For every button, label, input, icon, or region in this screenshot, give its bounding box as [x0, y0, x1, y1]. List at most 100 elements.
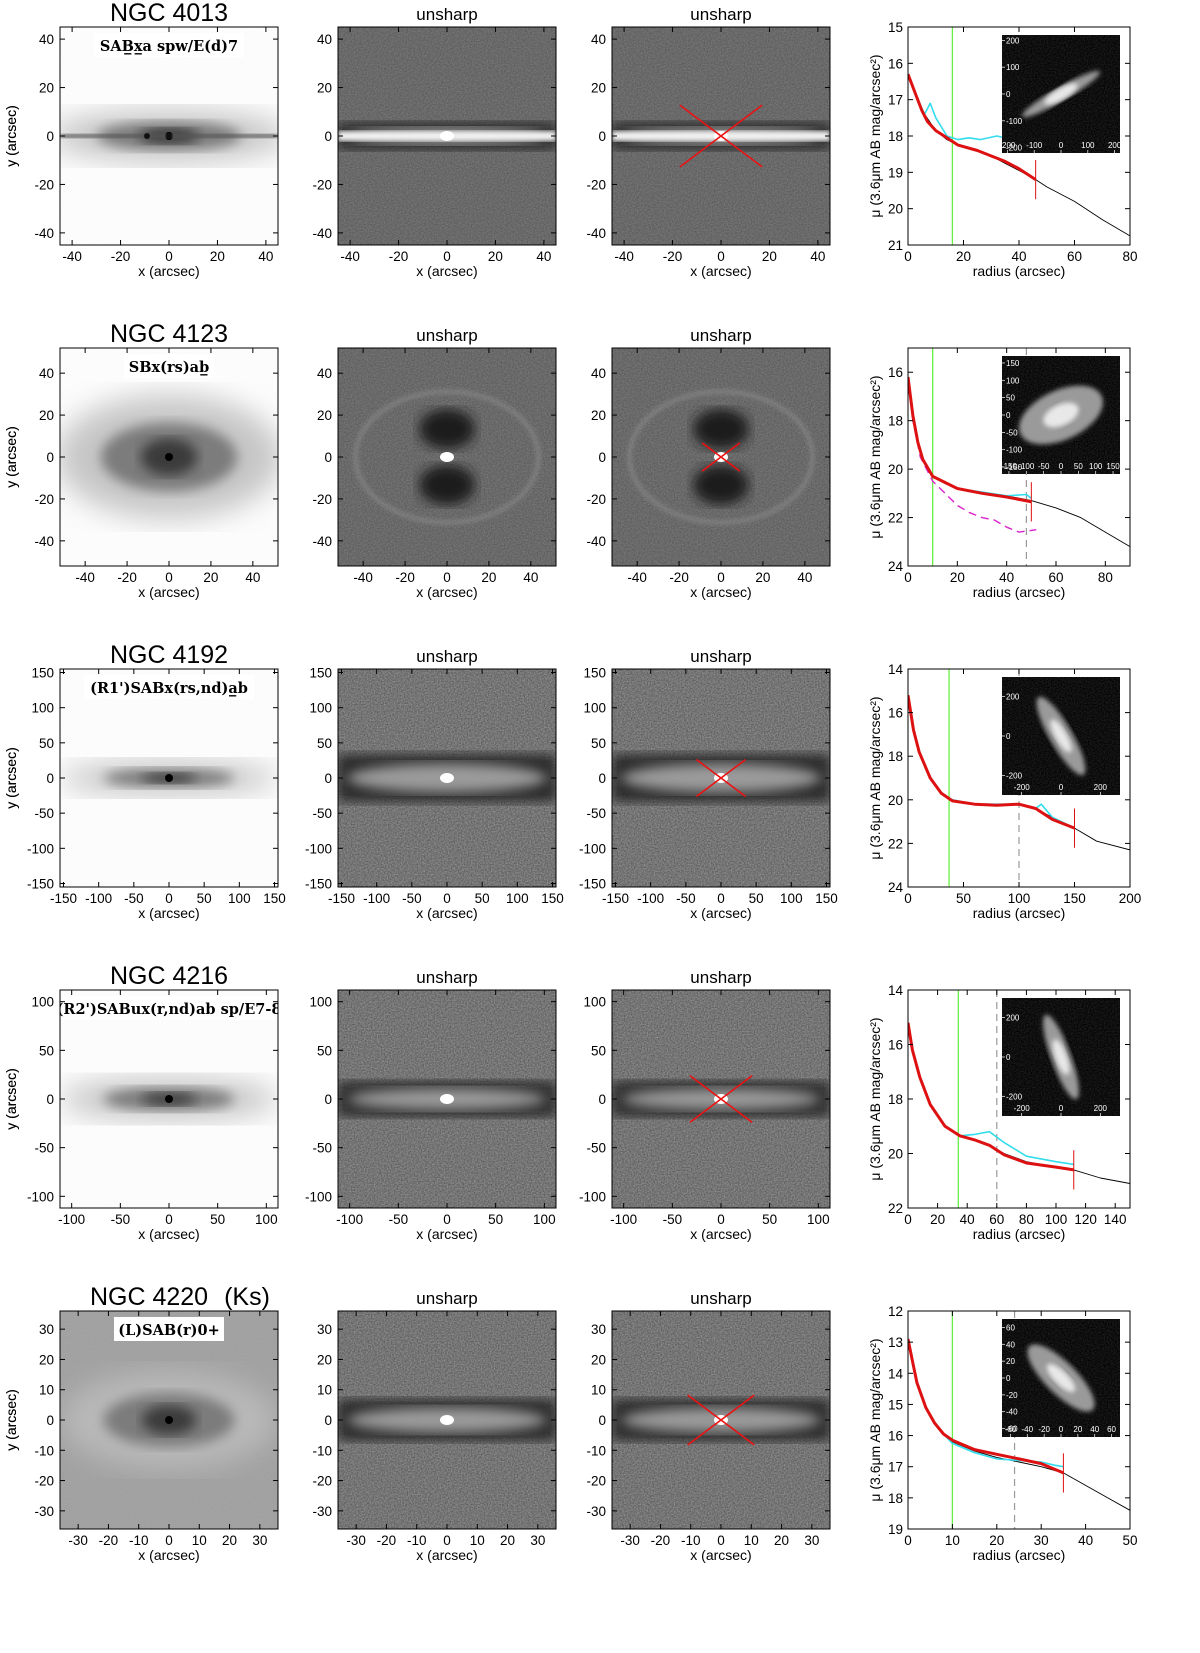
inset-ytick-label: -60	[1006, 1425, 1018, 1434]
ngc-4192-image-xlabel: x (arcsec)	[138, 905, 199, 921]
bright-center	[440, 131, 454, 141]
morphology-label: SBx(rs)ab̲	[129, 359, 209, 376]
row-ngc-4192: (R1')SABx(rs,nd)a̲b-150 -100 -50 0 50 100 150-…	[3, 641, 1141, 921]
ngc-4123-image-ytick-label: 0	[46, 450, 54, 465]
inset-ytick-label: -20	[1006, 1391, 1018, 1400]
profile-xtick-label: 50	[956, 891, 971, 906]
ngc-4192-image-xtick-label: 100	[228, 891, 251, 906]
profile-ytick-label: 16	[888, 56, 903, 71]
ngc-4013-unsharp-panel-2	[612, 27, 830, 245]
profile-red	[908, 376, 1032, 504]
ngc-4216-unsharp-1-ytick-label: -100	[305, 1189, 332, 1204]
inset-content	[1002, 356, 1120, 474]
profile-ytick-label: 18	[888, 1092, 903, 1107]
profile-ytick-label: 19	[888, 165, 903, 180]
ngc-4123-unsharp-title-1: unsharp	[416, 326, 477, 345]
ngc-4220-unsharp-2-ytick-label: 30	[591, 1322, 606, 1337]
ngc-4123-unsharp-2-xtick-label: 20	[755, 570, 770, 585]
profile-xtick-label: 120	[1074, 1212, 1097, 1227]
galaxy-nucleus	[165, 453, 173, 461]
ngc-4216-unsharp-2-xtick-label: 50	[762, 1212, 777, 1227]
profile-inset-image: -200 0 200 -200 0 200	[1002, 677, 1120, 795]
ngc-4192-image-xtick-label: -100	[85, 891, 112, 906]
profile-xtick-label: 20	[930, 1212, 945, 1227]
galaxy-name: NGC 4013	[110, 0, 228, 27]
ngc-4192-unsharp-2-xlabel: x (arcsec)	[690, 905, 751, 921]
inset-xtick-label: 150	[1106, 462, 1120, 471]
inset-xtick-label: 200	[1094, 1104, 1108, 1113]
ngc-4123-unsharp-1-xtick-label: -40	[353, 570, 373, 585]
inset-ytick-label: -150	[1006, 463, 1023, 472]
ngc-4013-unsharp-1-xlabel: x (arcsec)	[416, 263, 477, 279]
ngc-4220-unsharp-2-xtick-label: -20	[651, 1533, 671, 1548]
profile-xlabel: radius (arcsec)	[973, 1226, 1066, 1242]
ngc-4216-unsharp-panel-1	[338, 990, 556, 1208]
profile-ylabel: μ (3.6μm AB mag/arcsec²)	[867, 1017, 883, 1180]
ngc-4192-image-ytick-label: 50	[39, 736, 54, 751]
ngc-4192-unsharp-1-xtick-label: 150	[541, 891, 564, 906]
ngc-4220-unsharp-2-xtick-label: 0	[717, 1533, 725, 1548]
ngc-4220-title: NGC 4220 (Ks)	[90, 1283, 270, 1311]
ngc-4216-image-ytick-label: 100	[31, 995, 54, 1010]
morphology-label-bg	[84, 675, 254, 699]
profile-xlabel: radius (arcsec)	[973, 263, 1066, 279]
galaxy-nucleus	[165, 774, 173, 782]
ngc-4192-galaxy-image: (R1')SABx(rs,nd)a̲b	[60, 669, 278, 887]
inset-xtick-label: 0	[1059, 1104, 1064, 1113]
ngc-4192-image-xtick-label: 150	[263, 891, 286, 906]
ngc-4123-unsharp-1-xtick-label: 20	[481, 570, 496, 585]
profile-ytick-label: 16	[888, 1429, 903, 1444]
ngc-4192-title: NGC 4192	[110, 641, 228, 669]
ngc-4192-unsharp-2-xtick-label: 150	[815, 891, 838, 906]
inset-xtick-label: 0	[1059, 462, 1064, 471]
profile-xtick-label: 80	[1122, 249, 1137, 264]
ngc-4192-unsharp-2-ytick-label: -100	[579, 841, 606, 856]
ngc-4220-unsharp-2-xtick-label: 30	[804, 1533, 819, 1548]
ngc-4216-unsharp-1-ytick-label: 0	[324, 1092, 332, 1107]
inset-xtick-label: 50	[1074, 462, 1083, 471]
profile-ytick-label: 14	[888, 662, 904, 677]
ngc-4013-profile-chart: 0 20 40 60 80 15 16 17 18 19 20 21 radius (arcsec) μ …	[867, 20, 1138, 279]
dark-lobe	[693, 465, 749, 505]
ngc-4220-unsharp-1-xtick-label: -30	[346, 1533, 366, 1548]
bright-center	[440, 1094, 454, 1104]
ngc-4216-unsharp-1-ytick-label: 100	[309, 995, 332, 1010]
ngc-4013-galaxy-image: SAB̲x̲a spw/E(d)7	[60, 27, 278, 245]
ngc-4123-x-marker-line-b	[701, 442, 741, 472]
profile-xtick-label: 40	[1078, 1533, 1093, 1548]
inset-content	[1002, 677, 1120, 795]
profile-magenta-dashed	[908, 377, 1037, 533]
ngc-4220-unsharp-1-xtick-label: 0	[443, 1533, 451, 1548]
ngc-4013-image-ytick-label: -20	[34, 177, 54, 192]
ngc-4216-image-ylabel: y (arcsec)	[3, 1068, 19, 1129]
ngc-4216-image-xtick-label: 0	[165, 1212, 173, 1227]
profile-red	[908, 73, 1037, 181]
inset-core	[1050, 719, 1072, 753]
ngc-4220-unsharp-1-ytick-label: 20	[317, 1352, 332, 1367]
ngc-4192-image-ytick-label: 0	[46, 771, 54, 786]
ngc-4013-unsharp-2-xtick-label: 0	[717, 249, 725, 264]
profile-xtick-label: 10	[945, 1533, 960, 1548]
inset-ytick-label: 50	[1006, 394, 1015, 403]
profile-xlabel: radius (arcsec)	[973, 905, 1066, 921]
profile-xtick-label: 0	[904, 1212, 912, 1227]
ngc-4123-unsharp-1-xtick-label: 0	[443, 570, 451, 585]
ngc-4216-unsharp-title-1: unsharp	[416, 968, 477, 987]
inset-xtick-label: -150	[1001, 462, 1018, 471]
ngc-4123-image-ytick-label: 40	[39, 366, 54, 381]
profile-ytick-label: 18	[888, 749, 903, 764]
inset-ytick-label: 150	[1006, 359, 1020, 368]
ngc-4220-unsharp-2-xtick-label: 20	[774, 1533, 789, 1548]
ngc-4123-unsharp-1-ytick-label: -20	[312, 492, 332, 507]
ngc-4013-unsharp-2-xtick-label: -40	[614, 249, 634, 264]
ngc-4216-unsharp-2-xtick-label: 100	[807, 1212, 830, 1227]
ngc-4192-image-ytick-label: -100	[27, 841, 54, 856]
bright-center	[440, 773, 454, 783]
ngc-4192-image-ytick-label: -50	[34, 806, 54, 821]
ngc-4220-image-ytick-label: 0	[46, 1413, 54, 1428]
galaxy-name: NGC 4220	[90, 1283, 208, 1311]
inset-xtick-label: -40	[1022, 1425, 1034, 1434]
inset-ytick-label: -100	[1006, 446, 1023, 455]
profile-xtick-label: 200	[1119, 891, 1142, 906]
